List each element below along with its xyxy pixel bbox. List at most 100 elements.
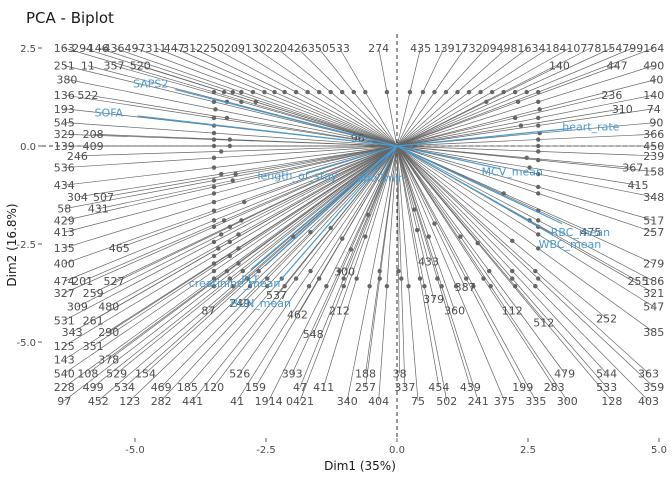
observation-arrow xyxy=(98,47,398,147)
observation-point xyxy=(211,115,217,121)
observation-label: 450 xyxy=(643,140,664,153)
observation-point xyxy=(211,191,217,196)
observation-arrow xyxy=(396,145,654,198)
observation-arrow xyxy=(82,145,398,282)
observation-arrow xyxy=(116,145,398,374)
observation-point xyxy=(328,89,333,95)
observation-point xyxy=(536,149,541,154)
observation-point xyxy=(475,240,480,246)
observation-arrow xyxy=(64,145,398,374)
observation-label: 507 xyxy=(93,191,114,204)
y-tick-label: -5.0 xyxy=(16,338,36,349)
observation-arrow xyxy=(160,145,398,402)
observation-arrow xyxy=(396,145,654,157)
observation-point xyxy=(512,283,518,289)
observation-arrow xyxy=(103,145,398,198)
observation-arrow xyxy=(174,47,398,147)
observation-point xyxy=(211,143,217,149)
observation-arrow xyxy=(64,145,398,186)
observation-label: 499 xyxy=(83,381,104,394)
observation-point xyxy=(211,218,217,223)
observation-label: 58 xyxy=(57,203,71,216)
observation-label: 411 xyxy=(313,381,334,394)
observation-point xyxy=(536,218,541,223)
observation-label: 385 xyxy=(643,326,664,339)
observation-point xyxy=(512,89,518,95)
observation-label: 544 xyxy=(596,367,617,380)
observation-label: 363 xyxy=(638,367,659,380)
observation-label: 279 xyxy=(643,258,664,271)
observation-arrow xyxy=(213,47,398,147)
observation-label: 309 xyxy=(67,301,88,314)
observation-label: 282 xyxy=(151,395,172,408)
observation-arrow xyxy=(66,79,398,147)
observation-arrow xyxy=(346,145,398,401)
observation-label: 274 xyxy=(368,42,389,55)
observation-point xyxy=(236,246,241,251)
observation-point xyxy=(221,89,227,95)
observation-label: 159 xyxy=(245,381,266,394)
observation-point xyxy=(439,283,444,289)
observation-arrow xyxy=(396,145,649,402)
observation-label: 379 xyxy=(423,293,444,306)
observation-point xyxy=(211,130,217,136)
variable-arrow xyxy=(273,145,398,288)
observation-label: 548 xyxy=(303,328,324,341)
observation-label: 312 xyxy=(182,42,203,55)
observation-arrow xyxy=(396,145,649,374)
observation-arrow xyxy=(396,145,544,323)
observation-arrow xyxy=(64,145,398,221)
observation-label: 329 xyxy=(54,128,75,141)
observation-arrow xyxy=(396,65,654,147)
observation-point xyxy=(236,232,241,237)
variable-label: spo2min xyxy=(358,171,405,184)
observation-label: 540 xyxy=(54,367,75,380)
observation-arrow xyxy=(396,145,654,233)
observation-label: 357 xyxy=(104,60,125,73)
observation-label: 418 xyxy=(538,42,559,55)
observation-arrow xyxy=(396,145,429,262)
x-tick-label: -2.5 xyxy=(256,445,276,456)
observation-arrow xyxy=(77,145,398,308)
observation-arrow xyxy=(239,145,398,304)
observation-point xyxy=(265,276,270,281)
observation-arrow xyxy=(396,47,571,147)
observation-label: 533 xyxy=(596,381,617,394)
observation-arrow xyxy=(396,47,633,147)
observation-label: 173 xyxy=(455,42,476,55)
observation-point xyxy=(230,283,235,289)
observation-arrow xyxy=(155,47,398,147)
observation-label: 340 xyxy=(337,395,358,408)
observation-point xyxy=(536,123,541,128)
observation-point xyxy=(224,268,230,274)
observation-point xyxy=(253,99,258,105)
observation-arrow xyxy=(64,145,398,168)
observation-point xyxy=(218,232,224,237)
observation-point xyxy=(341,276,346,281)
observation-label: 520 xyxy=(130,60,151,73)
observation-point xyxy=(536,171,541,177)
observation-label: 545 xyxy=(54,116,75,129)
observation-point xyxy=(420,89,426,95)
observation-point xyxy=(242,199,247,205)
observation-point xyxy=(348,247,354,252)
observation-label: 257 xyxy=(355,381,376,394)
observation-point xyxy=(471,283,476,289)
observation-label: 431 xyxy=(88,203,109,216)
observation-point xyxy=(328,225,333,231)
observation-point xyxy=(293,89,299,95)
observation-label: 236 xyxy=(601,89,622,102)
observation-point xyxy=(536,143,541,149)
observation-label: 480 xyxy=(98,301,119,314)
observation-label: 241 xyxy=(468,395,489,408)
observation-label: 533 xyxy=(329,42,350,55)
variable-arrow xyxy=(264,145,398,267)
observation-label: 47 xyxy=(293,381,307,394)
observation-label: 164 xyxy=(643,42,664,55)
observation-point xyxy=(417,276,423,281)
observation-arrow xyxy=(318,47,398,147)
y-tick-label: -2.5 xyxy=(16,240,36,251)
